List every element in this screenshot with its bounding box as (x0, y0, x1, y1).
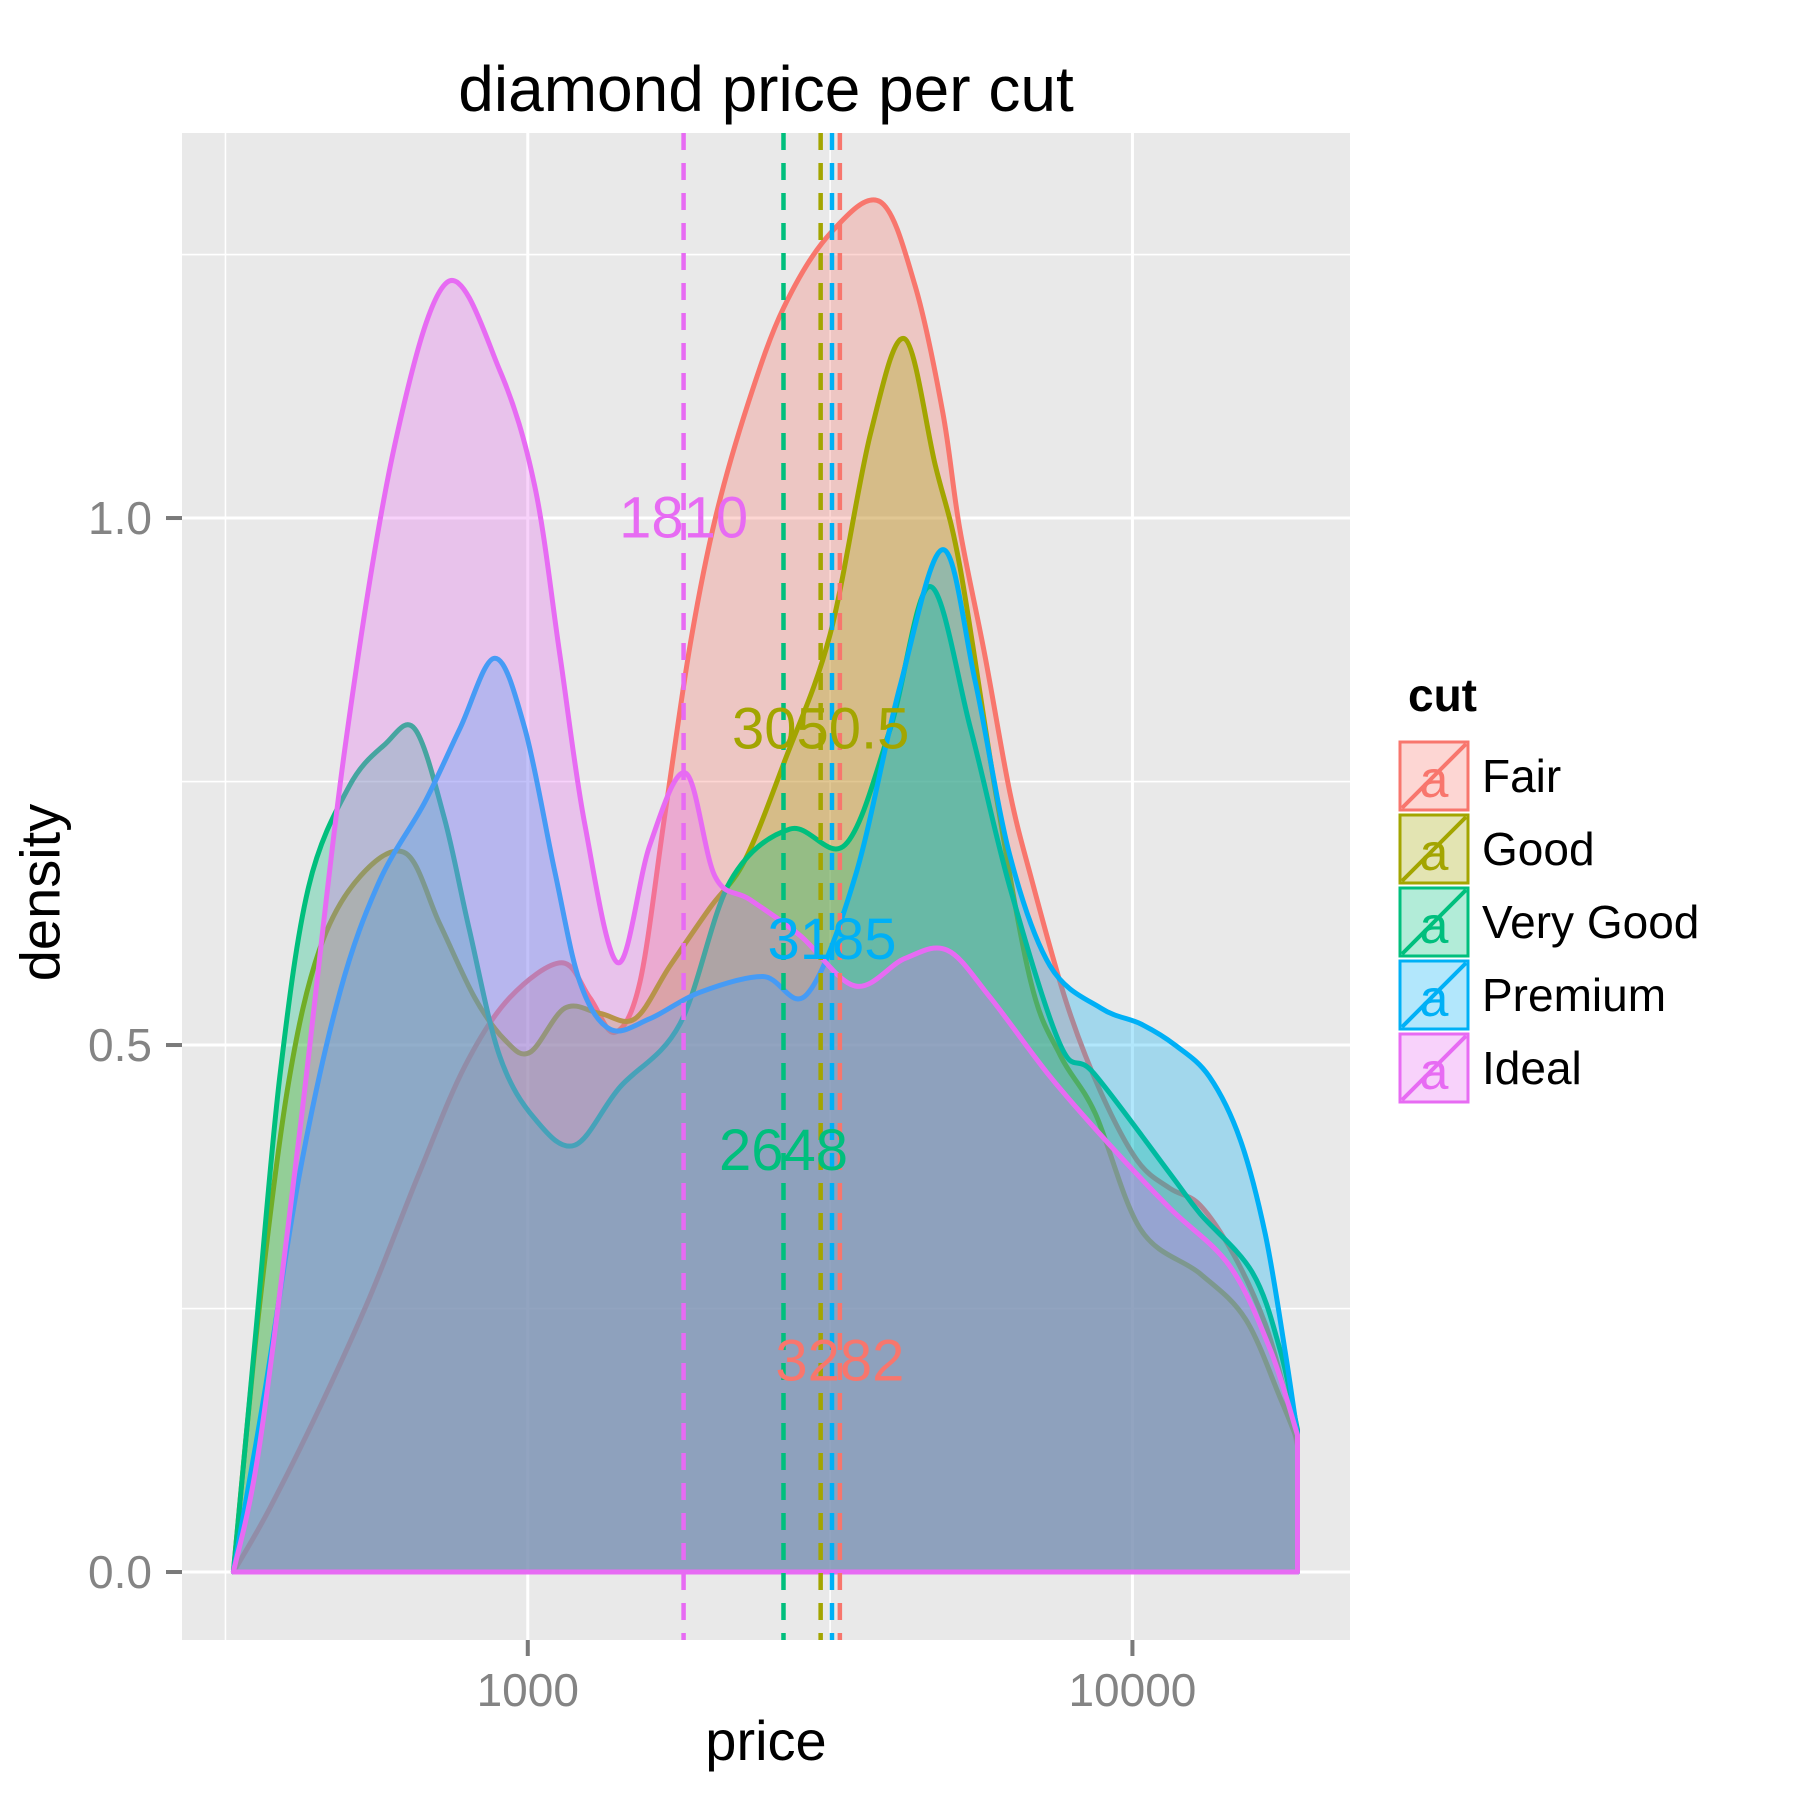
plot-title: diamond price per cut (458, 53, 1074, 125)
legend-key-very-good-icon: a (1398, 886, 1470, 958)
svg-text:a: a (1420, 970, 1449, 1028)
svg-text:a: a (1420, 1043, 1449, 1101)
median-label-very-good: 2648 (719, 1118, 848, 1183)
legend-key-fair-icon: a (1398, 740, 1470, 812)
density-area-fair (230, 197, 1300, 1575)
x-tick-label-1000: 1000 (477, 1664, 579, 1716)
legend-item-fair: a Fair (1398, 740, 1778, 812)
y-tick-label-0.0: 0.0 (88, 1546, 152, 1598)
axis-tick-labels: 1000 10000 0.0 0.5 1.0 (88, 492, 1196, 1716)
legend-swatch-good: a (1398, 813, 1470, 885)
density-area-very-good (230, 584, 1300, 1575)
density-area-ideal (230, 278, 1300, 1575)
median-label-ideal: 1810 (619, 486, 748, 551)
legend: cut a Fair a Good a Very Good a Premium … (1398, 668, 1778, 1105)
y-axis-title: density (8, 803, 72, 982)
legend-label-premium: Premium (1482, 969, 1667, 1021)
legend-item-good: a Good (1398, 813, 1778, 885)
legend-item-premium: a Premium (1398, 959, 1778, 1031)
median-label-good: 3050.5 (732, 696, 909, 761)
svg-text:a: a (1420, 897, 1449, 955)
legend-label-good: Good (1482, 823, 1595, 875)
legend-swatch-very-good: a (1398, 886, 1470, 958)
median-lines (681, 133, 843, 1640)
legend-item-ideal: a Ideal (1398, 1032, 1778, 1104)
legend-key-good-icon: a (1398, 813, 1470, 885)
x-tick-label-10000: 10000 (1068, 1664, 1196, 1716)
legend-swatch-fair: a (1398, 740, 1470, 812)
legend-swatch-ideal: a (1398, 1032, 1470, 1104)
legend-label-fair: Fair (1482, 750, 1562, 802)
density-areas (230, 197, 1300, 1575)
median-labels: 1810 3050.5 3185 2648 3282 (619, 486, 909, 1394)
legend-item-very-good: a Very Good (1398, 886, 1778, 958)
median-label-fair: 3282 (775, 1329, 904, 1394)
x-axis-title: price (705, 1709, 827, 1772)
legend-label-very-good: Very Good (1482, 896, 1700, 948)
svg-text:a: a (1420, 824, 1449, 882)
median-label-premium: 3185 (767, 907, 896, 972)
legend-label-ideal: Ideal (1482, 1042, 1582, 1094)
legend-key-ideal-icon: a (1398, 1032, 1470, 1104)
legend-title: cut (1408, 669, 1477, 721)
y-tick-label-1.0: 1.0 (88, 492, 152, 544)
svg-text:a: a (1420, 751, 1449, 809)
legend-key-premium-icon: a (1398, 959, 1470, 1031)
legend-swatch-premium: a (1398, 959, 1470, 1031)
y-tick-label-0.5: 0.5 (88, 1019, 152, 1071)
density-area-premium (230, 547, 1300, 1575)
axis-ticks (166, 516, 1135, 1656)
